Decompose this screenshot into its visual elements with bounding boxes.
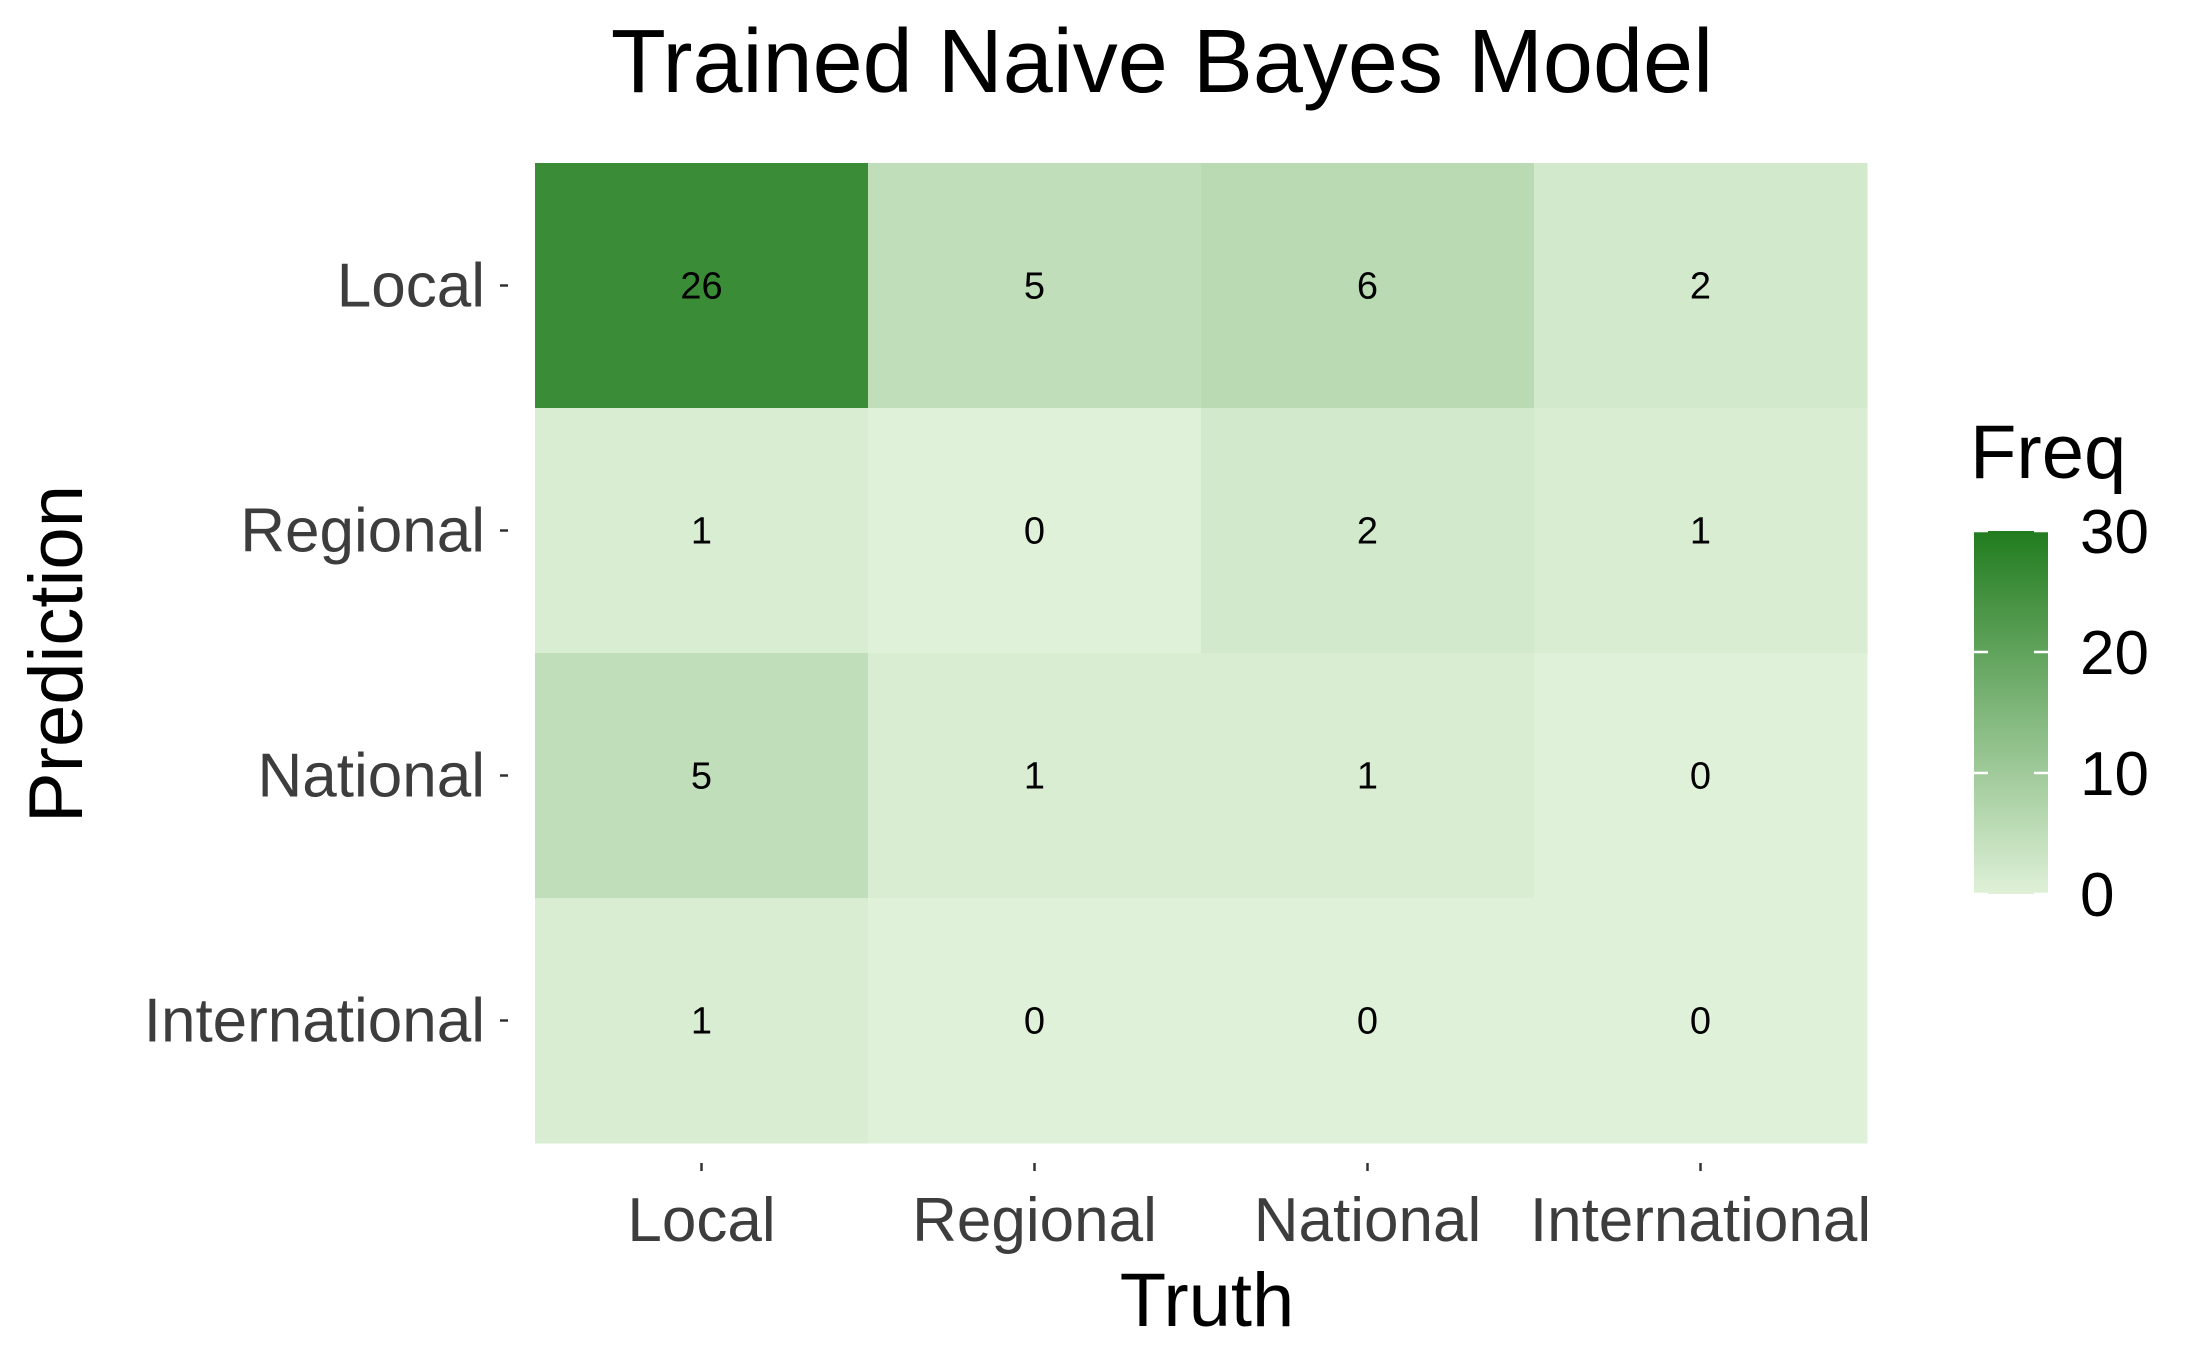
cell-value-label: 0 (1024, 511, 1045, 553)
heatmap-cell (868, 653, 1202, 899)
heatmap-cell (1201, 163, 1535, 409)
heatmap-cell (535, 408, 869, 654)
y-axis: Local Regional National International (144, 252, 508, 1056)
cell-value-label: 1 (1690, 511, 1711, 553)
legend-tick-label: 20 (2080, 619, 2149, 688)
heatmap-cell (1534, 898, 1868, 1144)
x-axis-title: Truth (1120, 1258, 1295, 1343)
legend-tick-label: 30 (2080, 498, 2149, 567)
y-tick-label: National (258, 742, 485, 811)
heatmap-cell (1534, 408, 1868, 654)
y-tick-label: Regional (240, 497, 485, 566)
cell-value-label: 1 (1024, 756, 1045, 798)
x-tick-label: Regional (912, 1186, 1157, 1255)
y-axis-title: Prediction (14, 485, 99, 823)
legend-title: Freq (1970, 410, 2126, 495)
y-tick-label: Local (337, 252, 485, 321)
cell-value-label: 2 (1357, 511, 1378, 553)
cell-value-label: 0 (1357, 1001, 1378, 1043)
legend-ticks: 0 10 20 30 (1974, 498, 2149, 930)
x-tick-label: Local (627, 1186, 775, 1255)
heatmap-cell (868, 408, 1202, 654)
cell-value-label: 1 (691, 1001, 712, 1043)
heatmap-cell (868, 898, 1202, 1144)
heatmap-cell (535, 163, 869, 409)
legend-tick-label: 0 (2080, 861, 2114, 930)
x-axis: Local Regional National International (627, 1163, 1871, 1255)
cell-value-label: 1 (691, 511, 712, 553)
cell-value-label: 1 (1357, 756, 1378, 798)
cell-value-label: 0 (1690, 1001, 1711, 1043)
cell-value-label: 5 (1024, 266, 1045, 308)
legend-color-bar (1974, 531, 2048, 894)
heatmap-cell (868, 163, 1202, 409)
cell-value-label: 0 (1690, 756, 1711, 798)
heatmap-cell (1534, 163, 1868, 409)
chart-title: Trained Naive Bayes Model (611, 12, 1713, 112)
heatmap-cell (1201, 898, 1535, 1144)
heatmap-cell (1201, 653, 1535, 899)
heatmap-cell (1201, 408, 1535, 654)
y-tick-label: International (144, 987, 485, 1056)
heatmap-cells (535, 163, 1868, 1144)
heatmap-cell (1534, 653, 1868, 899)
legend-tick-label: 10 (2080, 740, 2149, 809)
cell-value-label: 0 (1024, 1001, 1045, 1043)
heatmap-cell-labels: 26 5 6 2 1 0 2 1 5 1 1 0 1 0 0 0 (680, 266, 1711, 1043)
x-tick-label: National (1254, 1186, 1481, 1255)
cell-value-label: 5 (691, 756, 712, 798)
legend: Freq 0 10 20 30 (1970, 410, 2149, 930)
heatmap-cell (535, 653, 869, 899)
x-tick-label: International (1530, 1186, 1871, 1255)
cell-value-label: 2 (1690, 266, 1711, 308)
cell-value-label: 26 (680, 266, 722, 308)
cell-value-label: 6 (1357, 266, 1378, 308)
heatmap-cell (535, 898, 869, 1144)
